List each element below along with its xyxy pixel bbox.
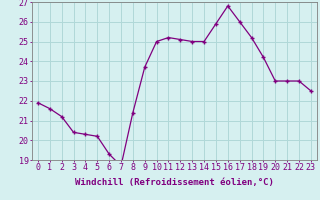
X-axis label: Windchill (Refroidissement éolien,°C): Windchill (Refroidissement éolien,°C): [75, 178, 274, 187]
